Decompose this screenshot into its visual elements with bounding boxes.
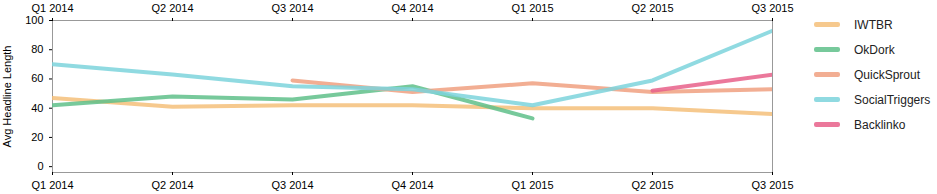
- svg-text:Q3 2015: Q3 2015: [751, 2, 793, 14]
- svg-text:Q1 2014: Q1 2014: [31, 2, 73, 14]
- svg-text:Q2 2014: Q2 2014: [151, 179, 193, 191]
- svg-text:Q3 2014: Q3 2014: [271, 2, 313, 14]
- svg-text:Q2 2015: Q2 2015: [631, 179, 673, 191]
- svg-text:Avg Headline Length: Avg Headline Length: [1, 46, 13, 148]
- svg-text:Q2 2014: Q2 2014: [151, 2, 193, 14]
- svg-text:Q1 2015: Q1 2015: [511, 2, 553, 14]
- svg-text:Q4 2014: Q4 2014: [391, 2, 433, 14]
- svg-text:60: 60: [31, 72, 43, 84]
- html-text:SocialTriggers: SocialTriggers: [854, 92, 931, 107]
- html-text:QuickSprout: QuickSprout: [854, 67, 920, 82]
- svg-text:Q2 2015: Q2 2015: [631, 2, 673, 14]
- html-text:IWTBR: IWTBR: [854, 17, 893, 32]
- svg-text:Q3 2015: Q3 2015: [751, 179, 793, 191]
- svg-text:0: 0: [37, 160, 43, 172]
- svg-text:20: 20: [31, 131, 43, 143]
- svg-text:40: 40: [31, 102, 43, 114]
- svg-text:80: 80: [31, 43, 43, 55]
- svg-text:100: 100: [25, 14, 43, 26]
- html-text:OkDork: OkDork: [854, 42, 895, 57]
- html-text:Backlinko: Backlinko: [854, 117, 906, 132]
- svg-text:Q3 2014: Q3 2014: [271, 179, 313, 191]
- svg-text:Q4 2014: Q4 2014: [391, 179, 433, 191]
- svg-text:Q1 2015: Q1 2015: [511, 179, 553, 191]
- svg-text:Q1 2014: Q1 2014: [31, 179, 73, 191]
